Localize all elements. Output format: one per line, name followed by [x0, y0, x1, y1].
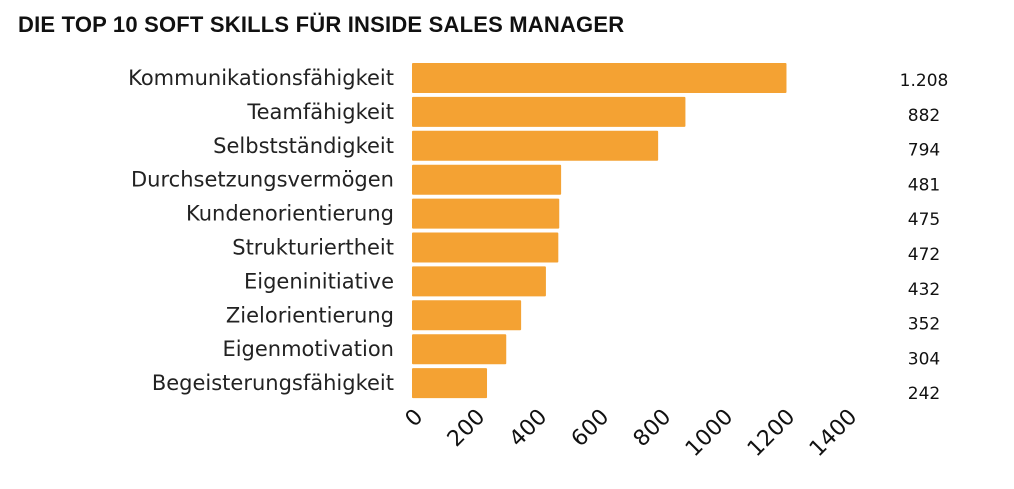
- x-tick-label: 800: [629, 405, 676, 452]
- bar: [412, 232, 559, 263]
- value-label: 352: [908, 315, 940, 335]
- value-label: 475: [908, 210, 940, 230]
- x-tick-label: 1000: [681, 405, 738, 462]
- bar: [412, 368, 488, 399]
- value-label: 481: [908, 175, 940, 195]
- bar: [412, 96, 686, 127]
- value-label: 472: [908, 245, 940, 265]
- bar: [412, 266, 546, 297]
- category-label: Strukturiertheit: [232, 236, 394, 260]
- category-label: Eigenmotivation: [222, 337, 394, 361]
- bar: [412, 300, 522, 331]
- x-tick-label: 400: [505, 405, 552, 452]
- value-label: 432: [908, 280, 940, 300]
- value-label: 242: [908, 384, 940, 404]
- category-label: Teamfähigkeit: [246, 100, 394, 124]
- bar: [412, 334, 507, 365]
- category-label: Eigeninitiative: [244, 269, 394, 293]
- category-label: Begeisterungsfähigkeit: [152, 371, 394, 395]
- category-label: Zielorientierung: [226, 303, 394, 327]
- bar: [412, 164, 562, 195]
- chart-title: DIE TOP 10 SOFT SKILLS FÜR INSIDE SALES …: [18, 12, 625, 37]
- x-tick-label: 1400: [805, 405, 862, 462]
- bar: [412, 198, 560, 229]
- value-label: 794: [908, 141, 940, 161]
- category-label: Kommunikationsfähigkeit: [128, 66, 394, 90]
- category-label: Selbstständigkeit: [213, 134, 394, 158]
- category-label: Kundenorientierung: [186, 202, 394, 226]
- value-label: 882: [908, 106, 940, 126]
- x-tick-label: 1200: [743, 405, 800, 462]
- value-label: 304: [908, 349, 940, 369]
- x-tick-label: 600: [567, 405, 614, 452]
- x-tick-label: 200: [443, 405, 490, 452]
- x-tick-label: 0: [401, 405, 429, 433]
- bar: [412, 130, 659, 161]
- bar: [412, 63, 787, 93]
- value-label: 1.208: [900, 71, 949, 91]
- category-label: Durchsetzungsvermögen: [131, 168, 394, 192]
